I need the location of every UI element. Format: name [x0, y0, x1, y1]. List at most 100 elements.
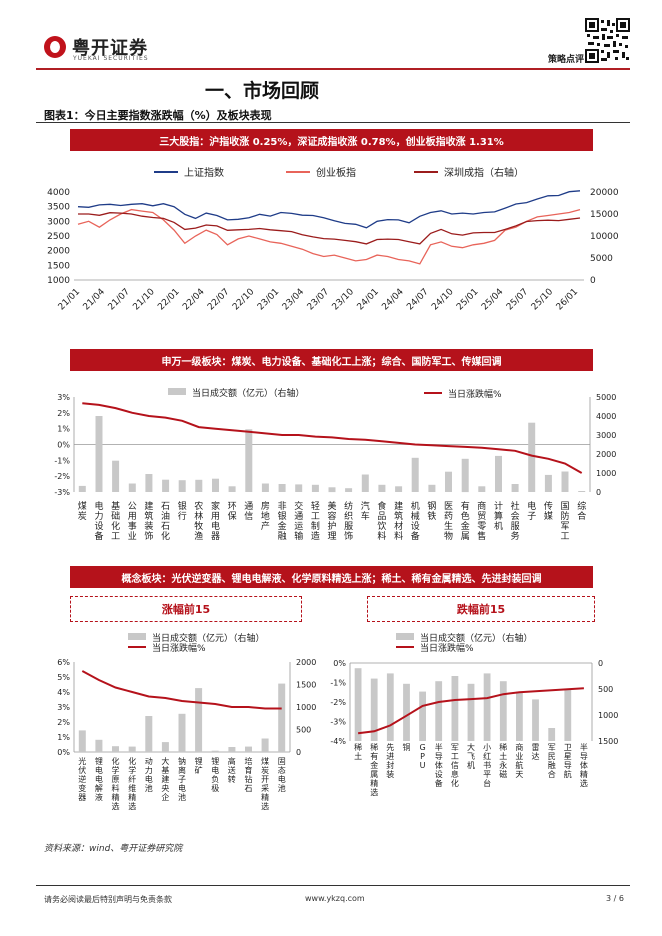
- category-label: 培育钻石: [245, 756, 253, 793]
- footer-disclaimer: 请务必阅读最后特别声明与免责条款: [44, 895, 172, 904]
- category-label: 锂电电解液: [95, 756, 103, 802]
- category-label: 环保: [228, 501, 237, 522]
- turnover-bar: [461, 458, 469, 493]
- losers-label: 跌幅前15: [367, 596, 595, 622]
- y-right-tick: 20000: [590, 188, 619, 198]
- turnover-bar: [386, 673, 394, 741]
- category-label: 钠离子电池: [178, 756, 186, 802]
- category-label: 半导体精选: [580, 742, 588, 788]
- y-left-tick: 2000: [47, 247, 70, 257]
- category-label: 固态电池: [278, 757, 286, 793]
- x-tick: 21/07: [107, 287, 132, 312]
- category-label: 汽车: [361, 500, 370, 522]
- y-left-tick: 2%: [57, 409, 70, 418]
- turnover-bar: [95, 739, 103, 752]
- y-right-tick: 15000: [590, 210, 619, 220]
- category-label: 公用事业: [128, 501, 137, 542]
- legend-label: 上证指数: [184, 166, 224, 179]
- category-label: 轻工制造: [311, 500, 320, 542]
- y-left-tick: 1000: [47, 276, 70, 286]
- y-left-tick: 3000: [47, 217, 70, 227]
- turnover-bar: [112, 460, 120, 492]
- category-label: 稀土: [354, 742, 362, 761]
- turnover-bar: [544, 474, 552, 492]
- footer-url[interactable]: www.ykzq.com: [305, 894, 365, 903]
- category-label: 基础化工: [111, 500, 120, 542]
- category-label: 国防军工: [560, 501, 569, 542]
- source-note: 资料来源：wind、粤开证券研究院: [44, 844, 183, 854]
- index-line-chart: 上证指数 创业板指 深圳成指（右轴） 4000 3500 3000 2500 2000 1500…: [47, 166, 619, 313]
- category-label: 煤炭: [78, 500, 87, 522]
- category-label: 雷达: [532, 743, 540, 761]
- y-left-tick: 2%: [57, 718, 70, 727]
- x-tick: 21/10: [131, 287, 157, 313]
- y-right-tick: 500: [598, 685, 613, 694]
- header-divider: [36, 68, 630, 70]
- x-tick: 23/01: [256, 287, 281, 312]
- x-tick: 22/04: [181, 287, 207, 313]
- turnover-bar: [145, 716, 153, 752]
- turnover-bar: [564, 689, 572, 741]
- turnover-bar: [145, 474, 153, 492]
- category-label: 锂矿: [195, 756, 203, 775]
- category-label: 建筑材料: [394, 500, 403, 542]
- y-right-tick: 3000: [596, 431, 616, 440]
- turnover-bar: [499, 681, 507, 741]
- category-label: 银行: [178, 500, 187, 522]
- category-label: 铜: [403, 742, 411, 752]
- legend-swatch: [396, 633, 414, 640]
- y-left-tick: 3%: [57, 703, 70, 712]
- y-left-tick: 3%: [57, 393, 70, 402]
- footer-divider: [36, 885, 630, 886]
- turnover-bar: [295, 484, 303, 492]
- index-banner: 三大股指：沪指收涨 0.25%，深证成指收涨 0.78%，创业板指收涨 1.31…: [70, 129, 593, 151]
- category-label: 农林牧渔: [194, 500, 203, 542]
- category-label: 煤炭开采精选: [261, 756, 269, 811]
- turnover-bar: [245, 746, 252, 752]
- legend-label: 当日成交额（亿元）（右轴）: [152, 632, 265, 644]
- category-label: 石油石化: [161, 502, 170, 542]
- legend-label: 当日涨跌幅%: [152, 642, 206, 654]
- turnover-bar: [162, 479, 170, 492]
- category-label: 计算机: [494, 500, 503, 532]
- turnover-bar: [435, 681, 443, 741]
- y-right-tick: 1000: [296, 703, 316, 712]
- concept-gainers-chart: 当日成交额（亿元）（右轴）当日涨跌幅% 6% 5% 4% 3% 2% 1% 0% 2000 150…: [57, 632, 316, 811]
- y-left-tick: 5%: [57, 673, 70, 682]
- category-label: 化学原料精选: [112, 756, 120, 811]
- turnover-bar: [195, 688, 203, 752]
- category-label: 综合: [577, 500, 586, 522]
- legend-label: 深圳成指（右轴）: [444, 166, 524, 179]
- y-left-tick: 0%: [57, 441, 70, 450]
- y-left-tick: -4%: [330, 737, 346, 746]
- category-label: 军工信息化: [451, 743, 459, 788]
- y-right-tick: 2000: [296, 658, 316, 667]
- figure-divider: [36, 122, 630, 123]
- turnover-bar: [395, 486, 403, 492]
- x-tick: 21/04: [82, 287, 108, 313]
- turnover-bar: [195, 479, 203, 492]
- category-label: 大基建央企: [161, 756, 169, 802]
- y-left-tick: 4%: [57, 688, 70, 697]
- category-label: 稀土永磁: [499, 742, 507, 779]
- turnover-bar: [548, 728, 556, 741]
- x-tick: 24/04: [380, 287, 406, 313]
- category-label: 食品饮料: [377, 500, 386, 542]
- turnover-bar: [261, 483, 269, 492]
- turnover-bar: [311, 484, 319, 492]
- turnover-bar: [211, 750, 219, 752]
- turnover-bar: [354, 668, 362, 741]
- turnover-bar: [245, 429, 253, 492]
- legend-swatch: [128, 633, 146, 640]
- category-label: 电子: [527, 500, 536, 522]
- concept-losers-chart: 当日成交额（亿元）（右轴）当日涨跌幅% 0% -1% -2% -3% -4% 0 500 100…: [330, 632, 618, 797]
- category-label: 房地产: [261, 500, 270, 532]
- y-left-tick: 3500: [47, 203, 70, 213]
- y-left-tick: 6%: [57, 658, 70, 667]
- category-label: 光伏逆变器: [78, 756, 86, 802]
- turnover-bar: [345, 488, 353, 492]
- turnover-bar: [361, 474, 369, 492]
- y-right-tick: 1500: [598, 737, 618, 746]
- turnover-bar: [78, 730, 86, 752]
